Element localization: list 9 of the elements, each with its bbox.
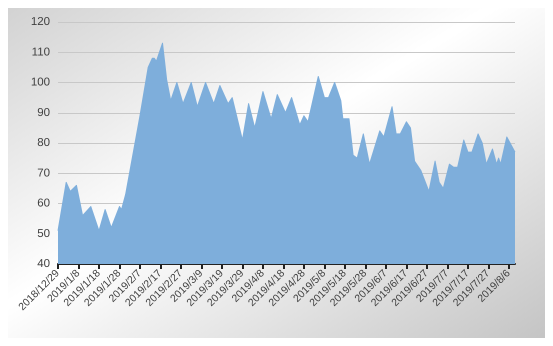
- y-tick-label: 40: [37, 258, 50, 270]
- y-tick-label: 80: [37, 137, 50, 149]
- y-tick-label: 120: [30, 16, 50, 28]
- y-tick-label: 100: [30, 76, 50, 88]
- y-tick-label: 110: [32, 46, 50, 58]
- y-tick-label: 60: [37, 198, 50, 210]
- y-tick-label: 70: [37, 167, 50, 180]
- y-tick-label: 90: [37, 106, 50, 119]
- y-tick-label: 50: [37, 228, 50, 240]
